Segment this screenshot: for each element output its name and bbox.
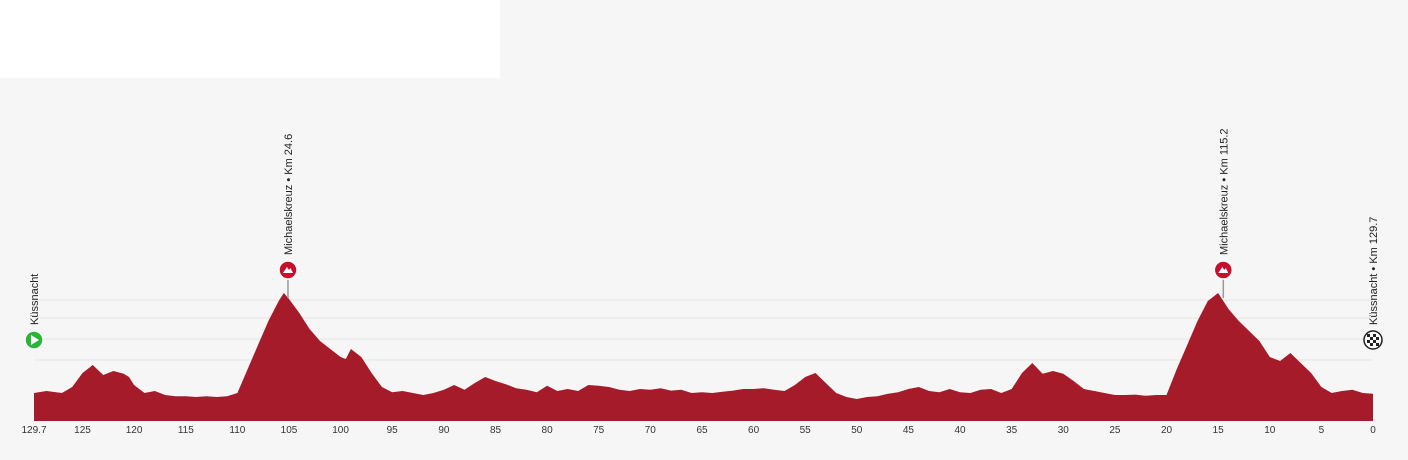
x-tick-label: 50	[851, 425, 863, 436]
checker-square	[1367, 334, 1370, 337]
x-tick-label: 0	[1370, 425, 1376, 436]
x-tick-label: 120	[126, 425, 143, 436]
checker-square	[1370, 343, 1373, 346]
x-tick-label: 85	[490, 425, 502, 436]
checker-square	[1373, 340, 1376, 343]
mountain-glyph	[1218, 267, 1229, 273]
x-tick-label: 90	[438, 425, 450, 436]
x-tick-label: 75	[593, 425, 605, 436]
x-tick-label: 15	[1213, 425, 1225, 436]
checker-square	[1370, 337, 1373, 340]
checker-square	[1367, 340, 1370, 343]
waypoint-label: Michaelskreuz • Km 24.6	[283, 134, 295, 255]
x-tick-label: 129.7	[21, 425, 46, 436]
x-axis: 129.7 125 120 115 110 105 100 95 90 85 80 75 70 65 60 5…	[21, 425, 1376, 436]
grid-layer	[34, 299, 1373, 361]
x-tick-label: 55	[800, 425, 812, 436]
mountain-glyph	[282, 267, 293, 273]
waypoint-climb: Michaelskreuz • Km 24.6	[278, 134, 298, 298]
x-tick-label: 40	[954, 425, 966, 436]
x-tick-label: 70	[645, 425, 657, 436]
x-tick-label: 115	[178, 425, 194, 436]
waypoint-markers: Küssnacht Michaelskreuz • Km 24.6 Michaels…	[24, 128, 1383, 350]
checker-square	[1376, 343, 1379, 346]
x-tick-label: 10	[1264, 425, 1276, 436]
checker-square	[1376, 337, 1379, 340]
x-tick-label: 95	[387, 425, 399, 436]
x-tick-label: 30	[1058, 425, 1070, 436]
x-tick-label: 125	[74, 425, 91, 436]
x-tick-label: 100	[332, 425, 349, 436]
x-tick-label: 65	[696, 425, 708, 436]
x-tick-label: 35	[1006, 425, 1018, 436]
x-tick-label: 60	[748, 425, 760, 436]
waypoint-start: Küssnacht	[24, 274, 44, 350]
waypoint-finish: Küssnacht • Km 129.7	[1363, 217, 1383, 350]
x-tick-label: 45	[903, 425, 915, 436]
x-tick-label: 110	[229, 425, 245, 436]
header-panel	[0, 0, 500, 78]
x-tick-label: 5	[1319, 425, 1325, 436]
elevation-profile-area	[34, 293, 1373, 421]
x-tick-label: 105	[281, 425, 298, 436]
x-tick-label: 80	[542, 425, 554, 436]
play-glyph	[31, 335, 39, 345]
waypoint-label: Küssnacht • Km 129.7	[1368, 217, 1380, 325]
checker-square	[1373, 334, 1376, 337]
waypoint-label: Michaelskreuz • Km 115.2	[1218, 128, 1230, 255]
waypoint-climb: Michaelskreuz • Km 115.2	[1213, 128, 1234, 298]
x-tick-label: 25	[1109, 425, 1121, 436]
x-tick-label: 20	[1161, 425, 1173, 436]
waypoint-label: Küssnacht	[29, 274, 41, 325]
